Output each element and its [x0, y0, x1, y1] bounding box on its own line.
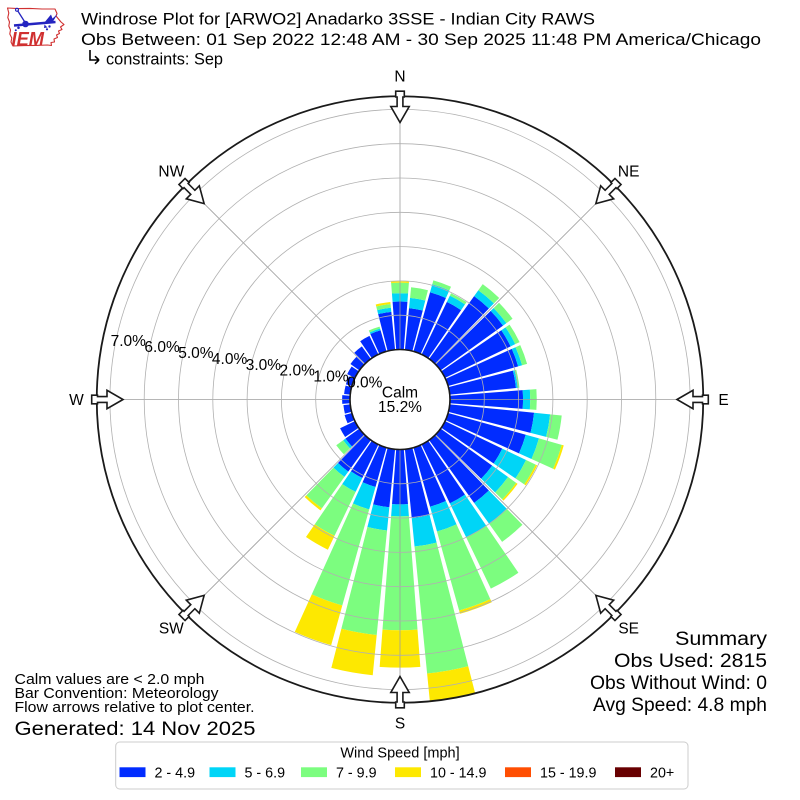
- svg-text:15 - 19.9: 15 - 19.9: [540, 766, 596, 782]
- svg-text:Calm values are < 2.0 mph: Calm values are < 2.0 mph: [15, 671, 205, 688]
- svg-text:Avg Speed: 4.8 mph: Avg Speed: 4.8 mph: [593, 695, 767, 716]
- svg-text:SE: SE: [618, 621, 639, 638]
- svg-text:15.2%: 15.2%: [378, 399, 422, 416]
- svg-text:2.0%: 2.0%: [280, 363, 316, 380]
- svg-text:Windrose Plot for [ARWO2] Anad: Windrose Plot for [ARWO2] Anadarko 3SSE …: [81, 10, 595, 29]
- svg-text:Obs Used: 2815: Obs Used: 2815: [614, 651, 767, 672]
- svg-text:7 - 9.9: 7 - 9.9: [336, 766, 377, 782]
- svg-text:W: W: [69, 392, 84, 409]
- svg-text:E: E: [718, 392, 728, 409]
- svg-text:5 - 6.9: 5 - 6.9: [245, 766, 286, 782]
- svg-text:Bar Convention: Meteorology: Bar Convention: Meteorology: [15, 685, 220, 702]
- svg-text:7.0%: 7.0%: [111, 333, 147, 350]
- svg-text:S: S: [395, 716, 405, 733]
- svg-text:6.0%: 6.0%: [144, 339, 180, 356]
- svg-text:2 - 4.9: 2 - 4.9: [155, 766, 196, 782]
- svg-text:Wind Speed [mph]: Wind Speed [mph]: [340, 746, 459, 762]
- svg-text:N: N: [394, 69, 405, 86]
- svg-text:4.0%: 4.0%: [212, 351, 248, 368]
- svg-text:3.0%: 3.0%: [246, 357, 282, 374]
- svg-text:NE: NE: [618, 163, 640, 180]
- svg-text:5.0%: 5.0%: [178, 345, 214, 362]
- svg-text:10 - 14.9: 10 - 14.9: [430, 766, 486, 782]
- svg-text:SW: SW: [159, 621, 184, 638]
- svg-text:Summary: Summary: [675, 629, 768, 650]
- svg-text:1.0%: 1.0%: [313, 369, 349, 386]
- svg-text:constraints: Sep: constraints: Sep: [106, 50, 223, 69]
- svg-text:Obs Between: 01 Sep 2022 12:48: Obs Between: 01 Sep 2022 12:48 AM - 30 S…: [81, 30, 761, 49]
- svg-text:IEM: IEM: [12, 30, 46, 51]
- svg-text:Obs Without Wind: 0: Obs Without Wind: 0: [590, 673, 767, 694]
- svg-text:NW: NW: [158, 163, 184, 180]
- svg-text:Flow arrows relative to plot c: Flow arrows relative to plot center.: [15, 699, 255, 716]
- svg-text:Calm: Calm: [382, 385, 418, 402]
- svg-text:20+: 20+: [650, 766, 674, 782]
- svg-text:0.0%: 0.0%: [347, 375, 383, 392]
- svg-text:Generated: 14 Nov 2025: Generated: 14 Nov 2025: [15, 718, 256, 740]
